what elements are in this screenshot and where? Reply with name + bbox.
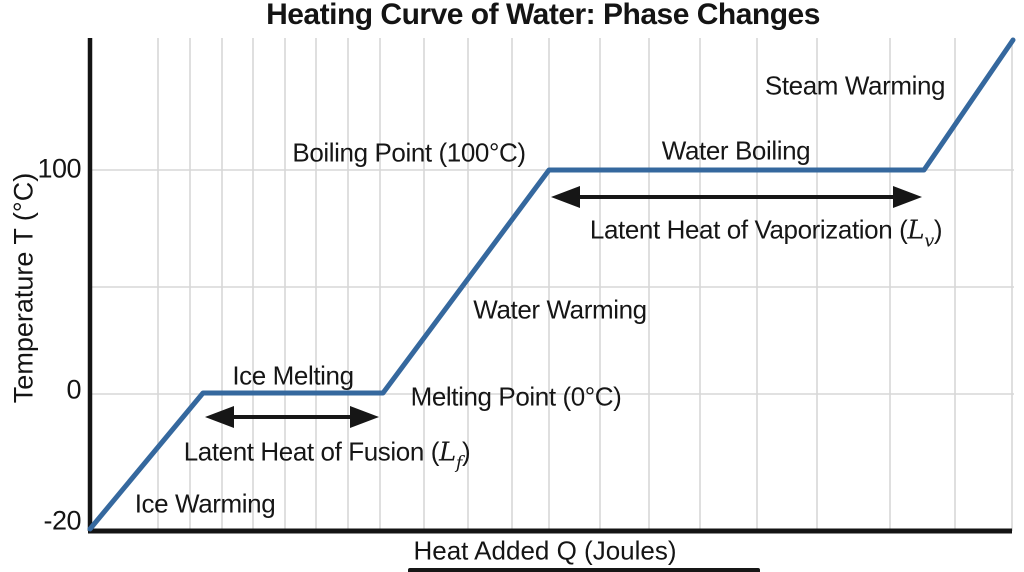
latent-fusion-arrow-arrowhead-right-icon — [350, 406, 379, 428]
latent-fusion-arrow-arrowhead-left-icon — [205, 406, 234, 428]
latent-vaporization-arrow-arrowhead-left-icon — [551, 186, 580, 208]
melting-point-label: Melting Point (0°C) — [410, 381, 622, 412]
bottom-artifact-bar — [408, 568, 760, 572]
y-tick-label--20: -20 — [43, 505, 81, 536]
chart-title: Heating Curve of Water: Phase Changes — [266, 0, 820, 31]
x-axis-label: Heat Added Q (Joules) — [413, 535, 677, 566]
water-boiling-label: Water Boiling — [661, 135, 811, 166]
ice-melting-label: Ice Melting — [232, 360, 354, 391]
water-warming-label: Water Warming — [473, 294, 647, 325]
heating-curve-line — [87, 37, 1016, 532]
ice-warming-label: Ice Warming — [134, 488, 276, 519]
y-axis-label: Temperature T (°C) — [8, 172, 39, 404]
y-tick-label-100: 100 — [37, 153, 81, 184]
steam-warming-label: Steam Warming — [764, 70, 946, 101]
latent-vaporization-arrow-arrowhead-right-icon — [893, 186, 922, 208]
y-tick-label-0: 0 — [66, 374, 81, 405]
boiling-point-label: Boiling Point (100°C) — [292, 137, 526, 168]
latent-heat-of-vaporization-label: Latent Heat of Vaporization (Lv) — [589, 214, 943, 252]
latent-heat-of-fusion-label: Latent Heat of Fusion (Lf) — [183, 436, 471, 474]
